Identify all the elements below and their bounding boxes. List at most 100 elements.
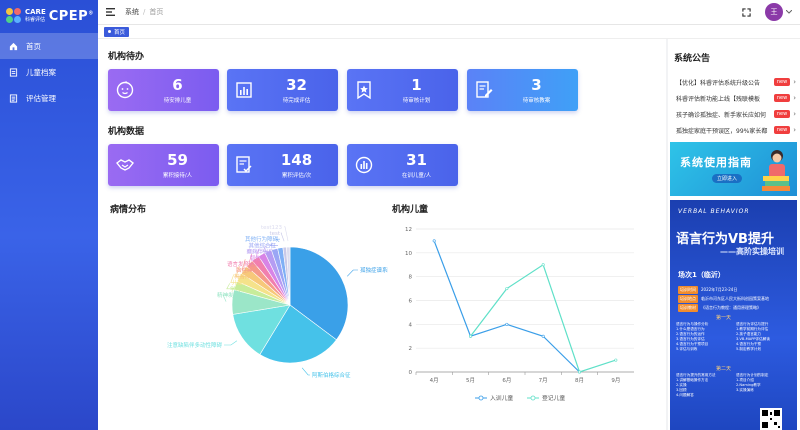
pie-leader-line — [224, 340, 238, 346]
avatar: 王 — [765, 3, 783, 21]
card-value: 32 — [286, 76, 307, 94]
todo-card-pending-lesson[interactable]: 3 待审核教案 — [467, 69, 578, 111]
card-value: 1 — [411, 76, 422, 94]
notice-item[interactable]: 【优化】科睿评估系统升级公告 new › — [668, 74, 800, 90]
legend-label: 入训儿童 — [490, 394, 513, 402]
flower-logo-icon — [6, 8, 22, 24]
pie-slice-label: 精神发育迟滞 — [217, 291, 251, 299]
notice-item[interactable]: 孩子确诊孤独症、新手家长应如何 new › — [668, 106, 800, 122]
sidebar-item-child-archive[interactable]: 儿童档案 — [0, 59, 98, 85]
x-tick-label: 6月 — [502, 377, 511, 384]
pie-slice — [289, 246, 349, 341]
stats-card-total-assessment[interactable]: 148 累积评估/次 — [227, 144, 338, 186]
series-point — [469, 334, 473, 338]
fullscreen-icon[interactable] — [742, 7, 751, 17]
user-menu[interactable]: 王 — [765, 3, 792, 21]
pie-leader-line — [280, 232, 285, 242]
x-tick-label: 9月 — [611, 377, 620, 384]
banner-subtitle: ——高阶实操培训 — [720, 247, 784, 256]
y-tick-label: 6 — [409, 299, 413, 305]
new-badge: new — [773, 110, 791, 118]
line-section-title: 机构儿童 — [392, 205, 429, 215]
pie-leader-line — [268, 243, 278, 246]
sidebar-item-home[interactable]: 首页 — [0, 33, 98, 59]
pie-leader-line — [262, 245, 276, 252]
handshake-icon — [116, 159, 134, 171]
breadcrumb-root[interactable]: 系统 — [125, 8, 139, 16]
x-tick-label: 8月 — [575, 377, 584, 384]
card-value: 3 — [531, 76, 542, 94]
series-point — [614, 358, 618, 362]
vb-training-banner[interactable]: VERBAL BEHAVIOR 语言行为VB提升 ——高阶实操培训 场次1（临沂… — [670, 200, 797, 430]
new-badge: new — [773, 126, 791, 134]
menu-toggle-icon[interactable] — [106, 8, 115, 16]
card-value: 6 — [172, 76, 183, 94]
pie-slice-label: 脑性瘫痪 — [236, 266, 259, 274]
user-guide-banner[interactable]: 系统使用指南 立即进入 — [670, 142, 797, 196]
series-point — [541, 334, 545, 338]
series-point — [505, 287, 509, 291]
chevron-down-icon — [786, 10, 792, 14]
stats-card-total-reception[interactable]: 59 累积接待/人 — [108, 144, 219, 186]
brand-logo[interactable]: CARE 科睿评估 CPEP® — [0, 0, 98, 32]
pie-leader-line — [230, 274, 256, 283]
banner-row: 培训地点 临沂市河东区人民大街科创园策案基地 — [678, 295, 769, 303]
pie-leader-line — [275, 238, 280, 243]
card-value: 148 — [280, 151, 313, 169]
x-tick-label: 5月 — [466, 377, 475, 384]
home-icon — [9, 42, 18, 50]
notice-title: 系统公告 — [674, 54, 711, 64]
y-tick-label: 0 — [409, 370, 413, 376]
day-one-label: 第一天 — [716, 315, 732, 321]
day-two-label: 第二天 — [716, 366, 732, 372]
breadcrumb: 系统 / 首页 — [125, 7, 163, 17]
series-line — [470, 263, 617, 373]
pie-slice-label: 智力障碍 — [250, 254, 273, 262]
pie-slice-label: 阿斯伯格综合征 — [312, 371, 351, 379]
card-label: 累积接待/人 — [162, 173, 193, 179]
new-badge: new — [773, 78, 791, 86]
series-point — [541, 263, 545, 267]
reading-girl-illustration — [762, 150, 790, 191]
row-value: 临沂市河东区人民大街科创园策案基地 — [701, 296, 769, 301]
pie-slice-label: test123 — [261, 225, 283, 231]
banner-column: 语言行为评估与提升 1.教学前期行为评估 2.孩子语言能力 3.VB-MAPP评… — [736, 322, 770, 351]
y-tick-label: 2 — [409, 346, 413, 352]
tab-label: 首页 — [114, 29, 126, 36]
card-label: 待审核计划 — [402, 98, 431, 104]
pie-leader-line — [248, 253, 262, 265]
legend-marker — [478, 395, 484, 401]
notice-item[interactable]: 孤独症家庭干预误区，99%家长都 new › — [668, 122, 800, 138]
top-bar: 系统 / 首页 王 — [98, 0, 800, 25]
todo-card-pending-plan[interactable]: 1 待审核计划 — [347, 69, 458, 111]
banner-session: 场次1（临沂） — [678, 271, 725, 279]
pie-slice-label: 语言发育迟缓 — [227, 260, 261, 268]
notice-text: 【优化】科睿评估系统升级公告 — [676, 79, 761, 87]
card-label: 待审核教案 — [522, 98, 551, 104]
sidebar-item-assessment[interactable]: 评估管理 — [0, 85, 98, 111]
enter-button[interactable]: 立即进入 — [712, 174, 743, 183]
pie-leader-line — [301, 367, 310, 376]
row-key: 培训地点 — [678, 295, 698, 303]
stats-card-in-training[interactable]: 31 在训儿童/人 — [347, 144, 458, 186]
list-icon — [9, 93, 18, 103]
todo-card-pending-children[interactable]: 6 待安排儿童 — [108, 69, 219, 111]
pie-slice-label: 学习障碍 — [230, 285, 253, 293]
todo-section-title: 机构待办 — [108, 52, 145, 62]
todo-card-pending-assessment[interactable]: 32 待完成评估 — [227, 69, 338, 111]
logo-cpep-text: CPEP® — [48, 8, 94, 24]
row-value: 2022年7月23-24日 — [701, 287, 738, 292]
pie-slice-label: 癫痫伴发症 — [246, 248, 274, 256]
pie-slice-label: 孤独症谱系障碍 — [360, 266, 388, 274]
edit-document-icon — [476, 81, 493, 98]
tab-home[interactable]: 首页 — [104, 26, 130, 37]
banner-title: 语言行为VB提升 — [676, 232, 774, 247]
card-label: 待安排儿童 — [163, 98, 192, 104]
notice-item[interactable]: 科睿评估新功能上线【残联模板 new › — [668, 90, 800, 106]
pie-slice-label: 其他综合征 — [248, 241, 276, 249]
card-value: 59 — [167, 151, 188, 169]
pie-leader-line — [226, 283, 254, 290]
active-dot-icon — [108, 30, 111, 33]
pie-slice-label: 构音障碍 — [234, 272, 257, 280]
breadcrumb-current: 首页 — [149, 8, 164, 16]
